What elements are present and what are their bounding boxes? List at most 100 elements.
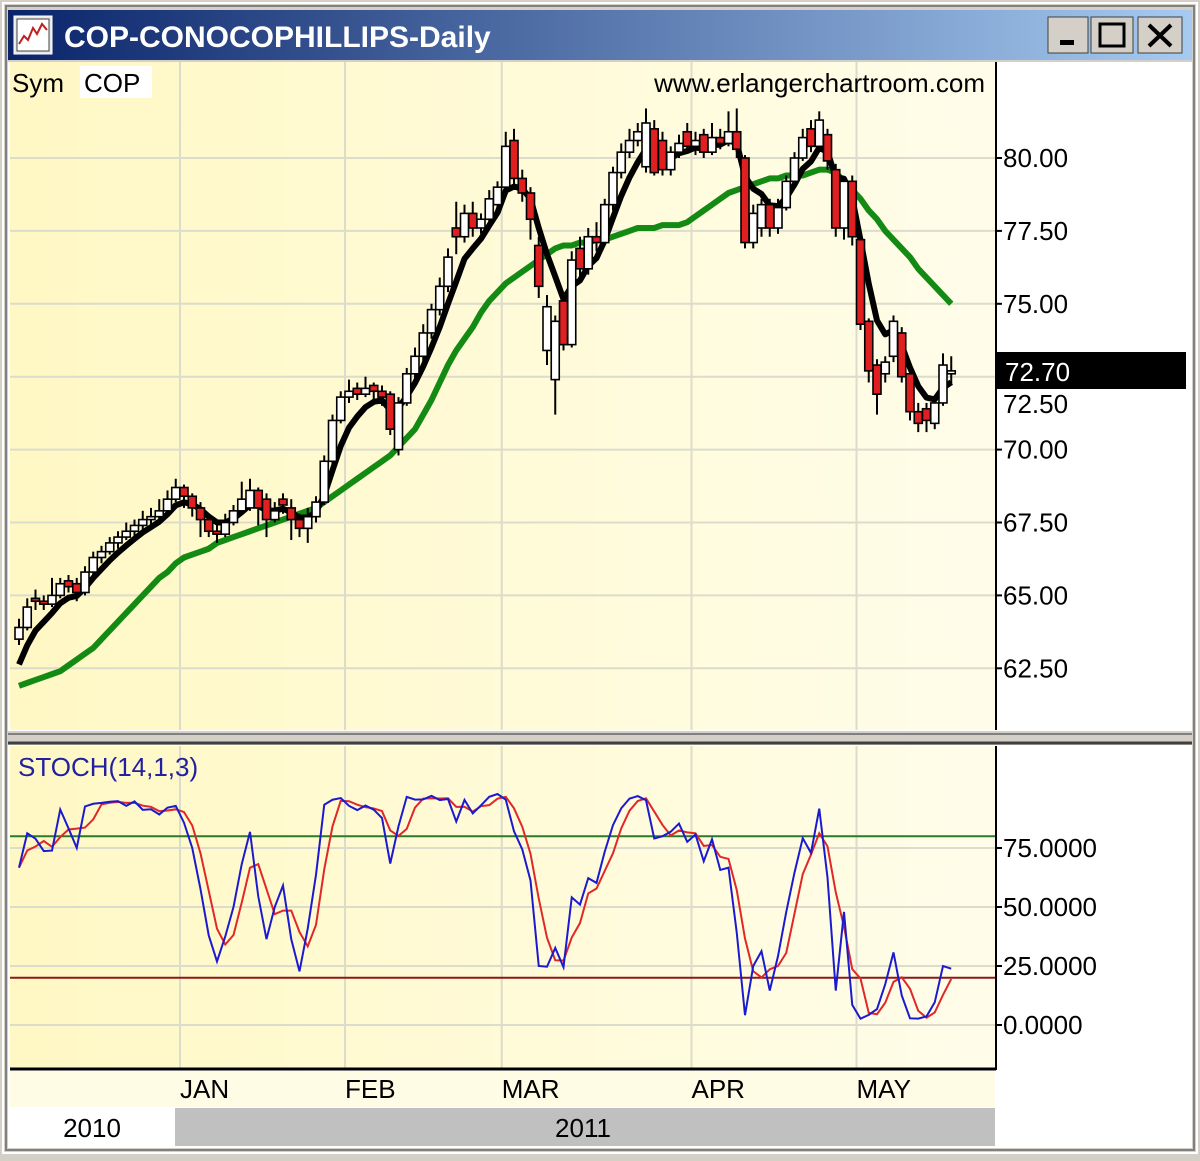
candle (789, 152, 800, 188)
candle-body (179, 486, 189, 498)
candle (55, 577, 66, 599)
candle-body (558, 300, 569, 346)
candle (113, 531, 123, 549)
candle (896, 327, 907, 383)
candle-body (278, 498, 288, 506)
candle-body (236, 498, 247, 512)
candle (938, 353, 948, 406)
candle-body (63, 580, 74, 588)
candle-body (632, 130, 643, 142)
candle-body (113, 536, 123, 544)
candle-body (476, 218, 486, 229)
candle (525, 187, 536, 240)
candle-body (410, 355, 420, 375)
candle (368, 382, 379, 401)
candle-body (253, 489, 264, 509)
candle-body (583, 235, 594, 270)
candle (822, 128, 833, 170)
stoch-month-grid (179, 746, 858, 1068)
candle (558, 295, 569, 351)
candle-body (599, 203, 610, 244)
candle (946, 356, 957, 386)
candle (847, 175, 858, 246)
candle (863, 318, 874, 383)
candle (872, 359, 882, 415)
candle-body (443, 256, 453, 288)
candle (146, 507, 156, 526)
candle-body (344, 390, 354, 398)
candle-body (913, 410, 924, 425)
candle-body (38, 600, 49, 605)
candle-body (294, 518, 305, 530)
candle (566, 251, 577, 348)
candle-body (80, 571, 90, 594)
candle (682, 123, 693, 150)
close-button[interactable] (1137, 16, 1183, 54)
candle-body (566, 259, 577, 346)
candle (797, 128, 808, 161)
stoch-levels (10, 835, 995, 979)
candle (88, 551, 99, 575)
candle (162, 490, 173, 514)
candle-body (781, 180, 792, 209)
panel-splitter[interactable] (8, 731, 1192, 745)
title-bar[interactable]: COP-CONOCOPHILLIPS-Daily (8, 10, 1192, 60)
candle (509, 128, 519, 188)
candle-body (789, 157, 800, 183)
minimize-icon (1060, 40, 1074, 45)
month-label: FEB (345, 1074, 396, 1104)
candle (311, 496, 321, 523)
candle-body (905, 372, 915, 413)
candle-body (146, 515, 156, 521)
candle (47, 577, 57, 608)
maximize-button[interactable] (1090, 16, 1134, 54)
candle (484, 190, 495, 223)
candle-body (946, 370, 957, 375)
candle (781, 175, 792, 211)
app-chart-icon (13, 15, 53, 55)
candle-body (674, 142, 684, 153)
candle (228, 505, 239, 526)
candle-body (104, 542, 115, 553)
candle (492, 181, 503, 208)
candle-body (129, 524, 140, 533)
symbol-box[interactable]: Sym COP (12, 66, 152, 98)
stoch-tick-label: 75.0000 (1003, 833, 1097, 863)
candle (880, 356, 891, 383)
price-tick-label: 65.00 (1003, 580, 1068, 610)
candle (410, 347, 420, 380)
price-tick-label: 80.00 (1003, 143, 1068, 173)
candle-body (269, 510, 280, 521)
price-axis: 62.50 65.00 67.50 70.00 72.50 75.00 77.50 80.00 (996, 143, 1068, 683)
candle (286, 499, 297, 540)
candle (278, 493, 288, 514)
price-tick-label: 62.50 (1003, 653, 1068, 683)
candle (929, 400, 940, 430)
candle-body (467, 212, 478, 229)
symbol-label: Sym (12, 68, 64, 98)
candle-body (385, 393, 396, 430)
candle (179, 484, 189, 508)
candle (517, 169, 528, 202)
candle (129, 519, 140, 538)
month-label: MAY (857, 1074, 911, 1104)
candle-body (451, 227, 462, 238)
candle-body (71, 582, 82, 594)
candle-body (888, 320, 899, 358)
candle (220, 513, 231, 538)
stoch-title: STOCH(14,1,3) (18, 752, 198, 782)
candle-body (797, 136, 808, 159)
candle (14, 618, 24, 645)
candle (740, 155, 750, 249)
candle (426, 303, 437, 339)
candle (443, 248, 453, 293)
candle-body (228, 510, 239, 524)
candle-body (492, 186, 503, 206)
candle (830, 163, 841, 237)
minimize-button[interactable] (1047, 16, 1089, 54)
candle-body (814, 119, 825, 148)
candle (401, 367, 412, 406)
candle-body (137, 518, 148, 527)
candle-body (649, 128, 660, 174)
candle-body (764, 203, 775, 229)
